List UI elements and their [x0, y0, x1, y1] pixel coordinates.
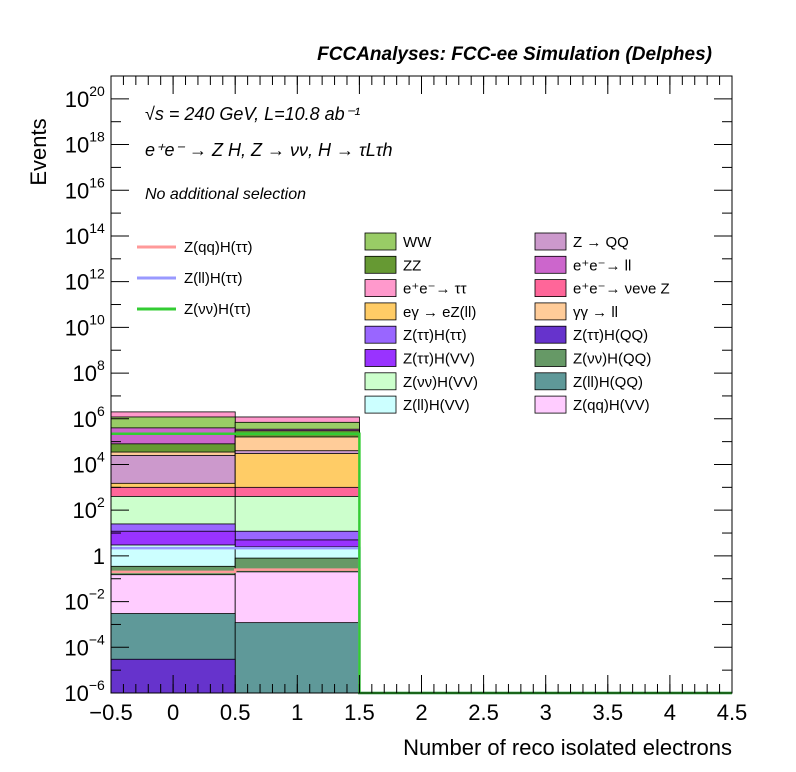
legend-label: Z(ll)H(VV): [403, 397, 470, 414]
y-tick-label: 10−4: [64, 631, 105, 660]
legend-label: Z(νν)H(ττ): [184, 301, 251, 318]
legend-label: e⁺e⁻→ ll: [573, 257, 631, 274]
y-tick-label: 106: [73, 403, 105, 432]
legend: Z(qq)H(ττ) Z(ll)H(ττ) Z(νν)H(ττ) WW ZZ e⁺e⁻→ …: [137, 232, 670, 414]
legend-label: Z(ττ)H(VV): [403, 351, 475, 368]
x-tick-label: 3.5: [593, 700, 624, 725]
legend-swatch-e-e: [364, 279, 397, 298]
selection-annotation: No additional selection: [145, 186, 306, 203]
y-tick-label: 1020: [65, 83, 105, 112]
legend-label: Z(qq)H(VV): [573, 397, 650, 414]
chart-title: FCCAnalyses: FCC-ee Simulation (Delphes): [317, 44, 712, 65]
legend-swatch-z-qq-h-vv: [534, 395, 567, 414]
y-axis-label: Events: [26, 118, 51, 185]
legend-label: eγ → eZ(ll): [403, 304, 476, 321]
y-tick-label: 1018: [65, 129, 105, 158]
x-tick-label: 3: [540, 700, 552, 725]
legend-label: e⁺e⁻→ νeνe Z: [573, 281, 670, 298]
legend-label: WW: [403, 234, 432, 251]
legend-swatch-ll: [534, 302, 567, 321]
legend-swatch-e-e-ll: [534, 255, 567, 274]
legend-swatch-e-ez-ll: [364, 302, 397, 321]
y-tick-label: 104: [73, 448, 105, 477]
legend-label: Z(ll)H(QQ): [573, 374, 643, 391]
y-tick-label: 108: [73, 357, 105, 386]
x-axis-label: Number of reco isolated electrons: [403, 735, 732, 760]
legend-swatch-z-ll-h-vv: [364, 395, 397, 414]
x-tick-label: 2.5: [468, 700, 499, 725]
legend-swatch-z-h-qq: [534, 325, 567, 344]
legend-swatch-z-ll-h-qq: [534, 372, 567, 391]
legend-label: Z(νν)H(VV): [403, 374, 478, 391]
y-tick-label: 1014: [65, 220, 105, 249]
x-tick-label: 1.5: [344, 700, 375, 725]
legend-swatch-z-h: [364, 325, 397, 344]
x-tick-label: 0.5: [220, 700, 251, 725]
x-tick-label: 1: [291, 700, 303, 725]
histogram-stack: [110, 411, 360, 694]
x-tick-label: 0: [167, 700, 179, 725]
y-tick-label: 1010: [65, 311, 105, 340]
legend-swatch-z-h-vv: [364, 349, 397, 367]
legend-label: Z(ττ)H(QQ): [573, 327, 648, 344]
legend-swatch-z-qq: [534, 232, 567, 251]
x-tick-label: 4: [664, 700, 676, 725]
y-tick-label: 1016: [65, 174, 105, 203]
y-tick-label: 102: [73, 494, 105, 523]
x-axis-ticks: −0.5 0 0.5 1 1.5 2 2.5 3 3.5 4 4.5: [89, 76, 747, 725]
legend-swatch-ww: [364, 232, 397, 251]
legend-label: e⁺e⁻→ ττ: [403, 281, 467, 298]
legend-swatch-zz: [364, 255, 397, 274]
legend-label: γγ → ll: [573, 304, 618, 321]
legend-label: Z → QQ: [573, 234, 629, 251]
y-tick-label: 1: [93, 544, 105, 569]
y-axis-ticks: 10−6 10−4 10−2 1 102 104 106 108 1010 1012 1014 101…: [64, 75, 732, 706]
energy-annotation: √s = 240 GeV, L=10.8 ab⁻¹: [145, 104, 360, 124]
legend-swatch-e-e-e-e-z: [534, 279, 567, 298]
legend-label: Z(νν)H(QQ): [573, 351, 651, 368]
legend-label: ZZ: [403, 257, 421, 274]
x-tick-label: 4.5: [717, 700, 748, 725]
x-tick-label: −0.5: [89, 700, 132, 725]
y-tick-label: 1012: [65, 266, 105, 295]
x-tick-label: 2: [415, 700, 427, 725]
legend-swatch-z-h-qq: [534, 349, 567, 367]
y-tick-label: 10−2: [64, 586, 105, 615]
legend-swatch-z-h-vv: [364, 372, 397, 391]
legend-label: Z(ll)H(ττ): [184, 270, 243, 287]
legend-label: Z(qq)H(ττ): [184, 239, 253, 256]
y-tick-label: 10−6: [64, 677, 105, 706]
process-annotation: e⁺e⁻ → Z H, Z → νν, H → τLτh: [145, 140, 393, 160]
legend-label: Z(ττ)H(ττ): [403, 327, 467, 344]
